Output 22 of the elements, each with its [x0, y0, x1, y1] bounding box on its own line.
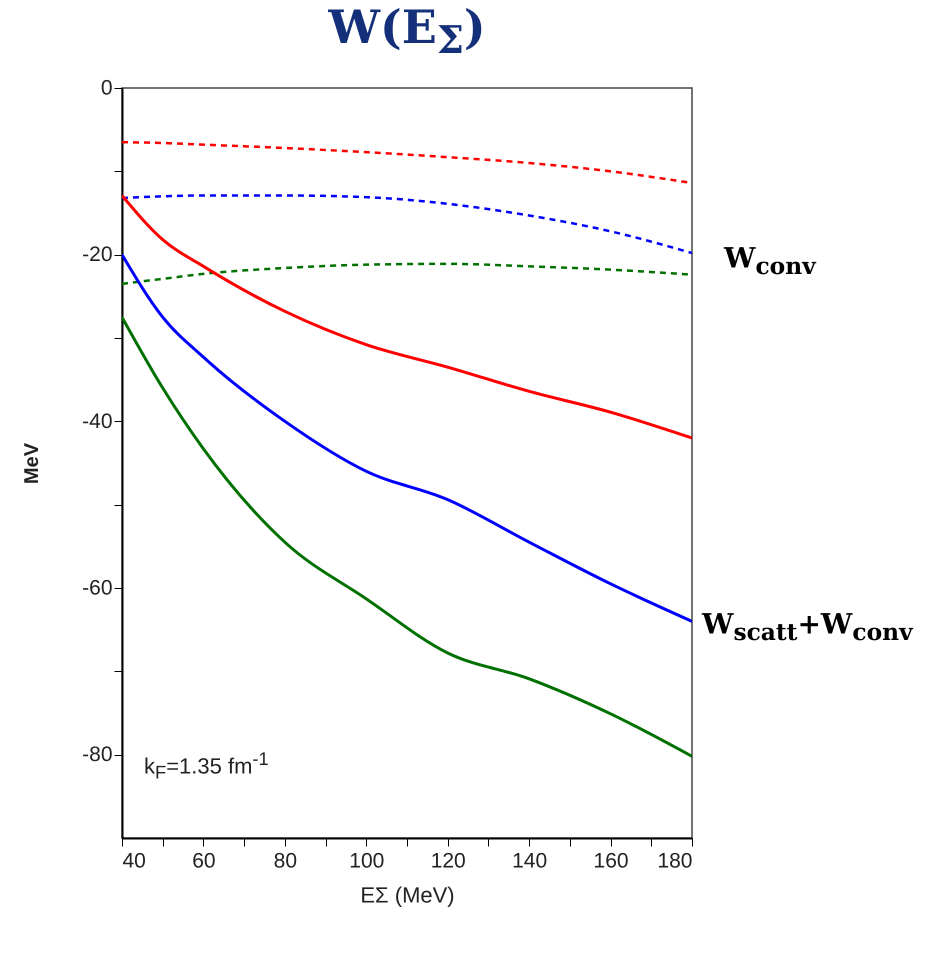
annotation: k$_{F}$=1.35 fm$^{-1}$	[144, 748, 269, 784]
y-tick-label: -20	[82, 243, 112, 266]
x-tick-label: 40	[122, 850, 146, 872]
x-tick-label: 100	[349, 850, 384, 872]
y-tick-label: -80	[82, 743, 112, 766]
y-tick-label: 0	[100, 76, 112, 100]
y-tick-label: -40	[82, 410, 112, 433]
annotation: W$_{scatt}$+W$_{conv}$	[702, 608, 913, 646]
chart-title: W(E$_{Σ}$)	[328, 0, 486, 64]
line-series	[122, 194, 692, 254]
x-tick-label: 180	[657, 850, 692, 872]
annotation: W$_{conv}$	[724, 241, 816, 280]
x-tick-label: 60	[192, 850, 216, 872]
y-tick-label: -60	[82, 576, 112, 600]
line-series	[122, 194, 692, 440]
x-tick-label: 140	[512, 850, 548, 872]
x-tick-label: 80	[274, 850, 298, 872]
x-axis-title: EΣ (MeV)	[360, 882, 455, 908]
line-series	[122, 253, 692, 623]
x-tick-label: 160	[594, 850, 629, 872]
y-axis-title: MeV	[21, 442, 44, 484]
x-tick-label: 120	[430, 850, 466, 872]
